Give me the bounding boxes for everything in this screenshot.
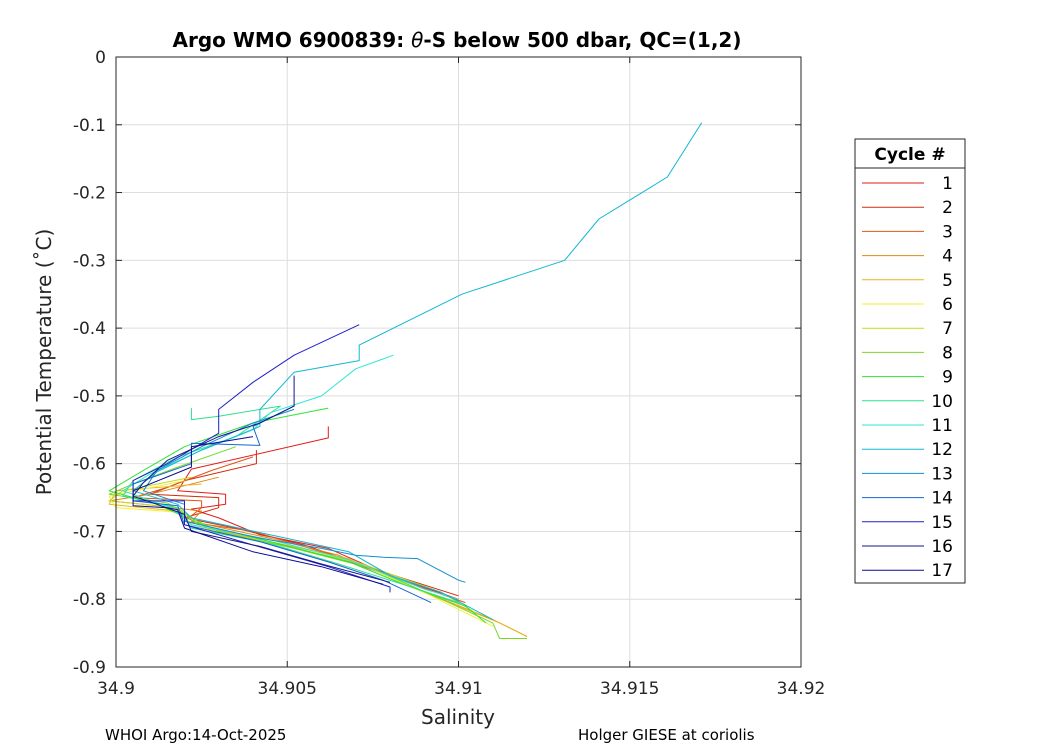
y-axis-label: Potential Temperature (˚C) bbox=[32, 229, 56, 496]
legend-label-cycle-12: 12 bbox=[931, 440, 953, 460]
y-tick-label: -0.6 bbox=[73, 455, 106, 475]
series-line-cycle-17 bbox=[132, 436, 384, 585]
x-tick-label: 34.915 bbox=[600, 679, 659, 699]
x-tick-label: 34.92 bbox=[777, 679, 826, 699]
series-line-cycle-12 bbox=[132, 122, 703, 621]
legend-box bbox=[854, 138, 966, 584]
footer-right: Holger GIESE at coriolis bbox=[578, 726, 755, 744]
y-tick-label: -0.1 bbox=[73, 116, 106, 136]
series-line-cycle-10 bbox=[122, 405, 459, 604]
x-tick-label: 34.91 bbox=[434, 679, 483, 699]
chart-title: Argo WMO 6900839: θ-S below 500 dbar, QC… bbox=[173, 28, 742, 52]
y-ticks: 0 -0.1 -0.2 -0.3 -0.4 -0.5 -0.6 -0.7 -0.8 -0.9 bbox=[73, 48, 801, 678]
y-tick-label: -0.2 bbox=[73, 184, 106, 204]
legend-title: Cycle # bbox=[874, 145, 945, 165]
grid bbox=[115, 56, 802, 668]
legend-label-cycle-4: 4 bbox=[942, 247, 953, 267]
legend-label-cycle-17: 17 bbox=[931, 561, 953, 581]
y-tick-label: -0.5 bbox=[73, 387, 106, 407]
legend-label-cycle-5: 5 bbox=[942, 271, 953, 291]
x-tick-label: 34.9 bbox=[97, 679, 135, 699]
legend-label-cycle-13: 13 bbox=[931, 464, 953, 484]
series-lines bbox=[108, 122, 703, 639]
legend-label-cycle-6: 6 bbox=[942, 295, 953, 315]
y-tick-label: -0.7 bbox=[73, 522, 106, 542]
x-ticks: 34.9 34.905 34.91 34.915 34.92 bbox=[97, 57, 825, 699]
legend-label-cycle-10: 10 bbox=[931, 392, 953, 412]
legend-label-cycle-8: 8 bbox=[942, 343, 953, 363]
legend-label-cycle-3: 3 bbox=[942, 222, 953, 242]
series-line-cycle-2 bbox=[149, 450, 459, 597]
legend-label-cycle-7: 7 bbox=[942, 319, 953, 339]
footer-left: WHOI Argo:14-Oct-2025 bbox=[105, 726, 287, 744]
series-line-cycle-5 bbox=[108, 483, 528, 637]
legend-label-cycle-14: 14 bbox=[931, 489, 953, 509]
legend-label-cycle-9: 9 bbox=[942, 368, 953, 388]
x-axis-label: Salinity bbox=[421, 705, 495, 729]
series-line-cycle-7 bbox=[108, 476, 476, 614]
y-tick-label: -0.3 bbox=[73, 251, 106, 271]
y-tick-label: 0 bbox=[95, 48, 106, 68]
x-tick-label: 34.905 bbox=[258, 679, 317, 699]
y-tick-label: -0.9 bbox=[73, 658, 106, 678]
series-line-cycle-1 bbox=[177, 426, 459, 600]
legend-label-cycle-2: 2 bbox=[942, 198, 953, 218]
legend-label-cycle-1: 1 bbox=[942, 174, 953, 194]
y-tick-label: -0.8 bbox=[73, 590, 106, 610]
y-tick-label: -0.4 bbox=[73, 319, 106, 339]
legend-label-cycle-16: 16 bbox=[931, 537, 953, 557]
legend-label-cycle-11: 11 bbox=[931, 416, 953, 436]
series-line-cycle-13 bbox=[142, 408, 466, 583]
legend-label-cycle-15: 15 bbox=[931, 513, 953, 533]
